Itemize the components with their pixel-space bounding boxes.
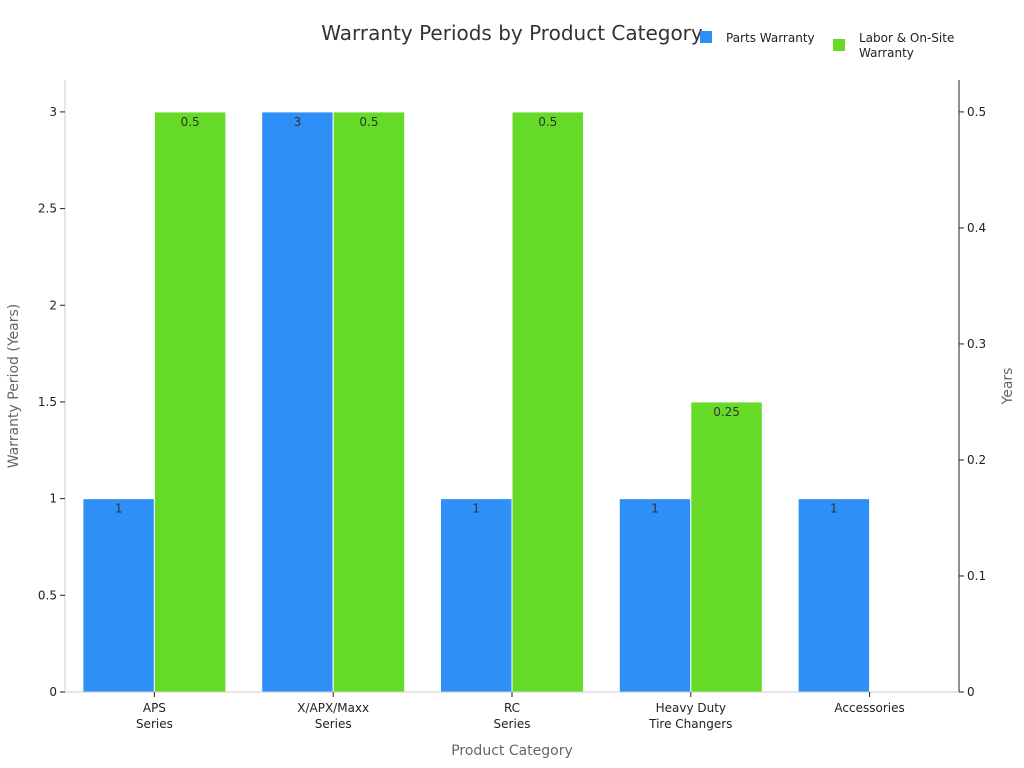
data-label-parts-3: 1 (651, 502, 659, 516)
bar-labor-1 (332, 111, 406, 693)
data-label-labor-2: 0.5 (538, 115, 557, 129)
bar-parts-3 (618, 498, 692, 693)
bar-parts-1 (261, 111, 334, 693)
x-axis-ticks: APS Series X/APX/Maxx Series RC Series Heavy D… (136, 692, 905, 731)
legend: Parts Warranty Labor & On-Site Warranty (700, 31, 954, 60)
x-tick-label: RC Series (494, 701, 531, 731)
legend-swatch-labor (833, 39, 845, 51)
bar-parts-0 (82, 498, 155, 693)
data-label-labor-3: 0.25 (713, 405, 740, 419)
bar-data-labels: 1 3 1 1 1 0.5 0.5 0.5 0.25 (115, 115, 838, 516)
right-tick-label: 0.4 (967, 221, 986, 235)
right-tick-label: 0 (967, 685, 975, 699)
left-axis-ticks: 0 0.5 1 1.5 2 2.5 3 (38, 105, 65, 699)
x-tick-label: Accessories (834, 701, 904, 715)
right-tick-label: 0.5 (967, 105, 986, 119)
right-tick-label: 0.2 (967, 453, 986, 467)
bar-labor-2 (511, 111, 584, 693)
x-axis-title: Product Category (451, 743, 573, 759)
data-label-parts-1: 3 (294, 115, 302, 129)
right-tick-label: 0.3 (967, 337, 986, 351)
data-label-labor-1: 0.5 (359, 115, 378, 129)
bar-parts-4 (797, 498, 871, 693)
bars (82, 111, 871, 693)
right-tick-label: 0.1 (967, 569, 986, 583)
bar-labor-3 (690, 401, 763, 693)
data-label-parts-2: 1 (472, 502, 480, 516)
left-tick-label: 2 (49, 298, 57, 312)
left-tick-label: 0.5 (38, 588, 57, 602)
x-tick-label: APS Series (136, 701, 173, 731)
legend-label-parts: Parts Warranty (726, 31, 815, 45)
left-tick-label: 2.5 (38, 202, 57, 216)
chart-title: Warranty Periods by Product Category (321, 21, 703, 45)
right-axis-ticks: 0 0.1 0.2 0.3 0.4 0.5 (959, 105, 986, 699)
legend-swatch-parts (700, 31, 712, 43)
data-label-parts-4: 1 (830, 502, 838, 516)
x-tick-label: X/APX/Maxx Series (297, 701, 369, 731)
data-label-parts-0: 1 (115, 502, 123, 516)
left-tick-label: 1.5 (38, 395, 57, 409)
y-axis-title: Warranty Period (Years) (6, 304, 22, 468)
legend-label-labor: Labor & On-Site Warranty (859, 31, 954, 60)
left-tick-label: 1 (49, 492, 57, 506)
bar-parts-2 (440, 498, 513, 693)
plot-area: 1 3 1 1 1 0.5 0.5 0.5 0.25 0 0.5 1 1.5 2 2.5 3 0 0.1 0.2… (38, 80, 986, 731)
left-tick-label: 0 (49, 685, 57, 699)
bar-labor-0 (153, 111, 227, 693)
data-label-labor-0: 0.5 (181, 115, 200, 129)
y2-axis-title: Years (1000, 368, 1016, 406)
x-tick-label: Heavy Duty Tire Changers (648, 701, 732, 731)
left-tick-label: 3 (49, 105, 57, 119)
